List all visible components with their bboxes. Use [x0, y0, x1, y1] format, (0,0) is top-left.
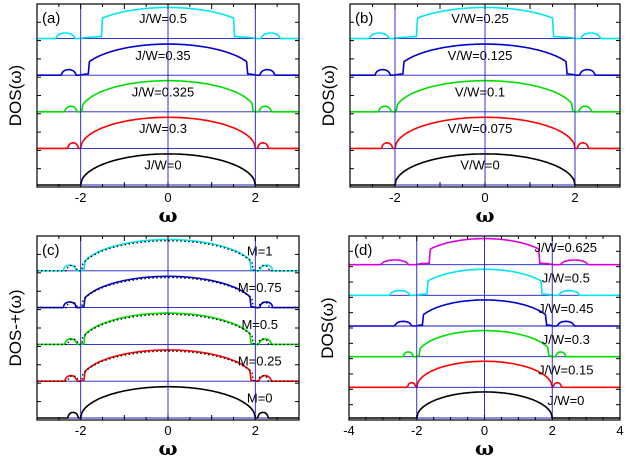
x-tick-label: 0	[164, 190, 171, 205]
series-label: J/W=0.325	[132, 84, 195, 99]
panel-a: J/W=0 J/W=0.3 J/W=0.325 J/W=0.35 J/W=0.5 -2 0 2…	[6, 3, 300, 227]
series-label: V/W=0.25	[451, 11, 508, 26]
panel-b: V/W=0 V/W=0.075 V/W=0.1 V/W=0.125 V/W=0.25 -2…	[319, 3, 621, 227]
panel-tag: (a)	[42, 10, 60, 27]
panel-tag: (c)	[42, 242, 60, 259]
x-tick-label: -2	[75, 190, 87, 205]
series-label: V/W=0.075	[448, 121, 513, 136]
y-axis-label: DOS(ω)	[318, 297, 337, 358]
panel-tag: (b)	[355, 10, 373, 27]
x-tick-label: 2	[252, 423, 259, 438]
series-label: J/W=0	[547, 393, 584, 408]
series-label: M=0.25	[238, 354, 282, 369]
series-label: J/W=0.3	[542, 332, 590, 347]
series-label: J/W=0.3	[139, 121, 187, 136]
series-label: M=0.75	[238, 280, 282, 295]
series-label: J/W=0.5	[542, 270, 590, 285]
series-label: M=0.5	[241, 317, 278, 332]
x-axis-label: ω	[475, 203, 494, 227]
x-tick-label: -2	[389, 190, 401, 205]
x-axis-label: ω	[158, 436, 177, 460]
panel-d: J/W=0 J/W=0.15 J/W=0.3 J/W=0.45 J/W=0.5 J/W=0…	[318, 235, 624, 460]
panel-c: M=0 M=0.25 M=0.5 M=0.75 M=1 -2 0 2 (c) ω DOS-+(ω)	[6, 235, 300, 460]
y-axis-label: DOS-+(ω)	[6, 289, 25, 366]
x-axis-label: ω	[475, 436, 494, 460]
y-axis-label: DOS(ω)	[319, 65, 338, 126]
series-label: J/W=0.45	[538, 301, 593, 316]
x-tick-label: 2	[549, 423, 556, 438]
x-tick-label: 0	[481, 190, 488, 205]
series-label: V/W=0	[460, 158, 499, 173]
series-label: M=0	[247, 391, 273, 406]
x-tick-label: 4	[616, 423, 623, 438]
x-tick-label: 0	[164, 423, 171, 438]
series-label: J/W=0.625	[535, 240, 598, 255]
x-tick-label: 0	[481, 423, 488, 438]
x-tick-label: 2	[571, 190, 578, 205]
y-axis-label: DOS(ω)	[6, 65, 25, 126]
x-tick-label: 2	[252, 190, 259, 205]
series-label: M=1	[247, 243, 273, 258]
x-tick-label: -4	[343, 423, 355, 438]
series-label: J/W=0	[144, 158, 181, 173]
x-tick-label: -2	[75, 423, 87, 438]
x-tick-label: -2	[411, 423, 423, 438]
panel-tag: (d)	[354, 242, 372, 259]
series-label: J/W=0.15	[538, 362, 593, 377]
series-label: J/W=0.5	[139, 11, 187, 26]
series-label: J/W=0.35	[135, 48, 190, 63]
series-label: V/W=0.125	[448, 48, 513, 63]
x-axis-label: ω	[158, 203, 177, 227]
series-label: V/W=0.1	[455, 84, 505, 99]
